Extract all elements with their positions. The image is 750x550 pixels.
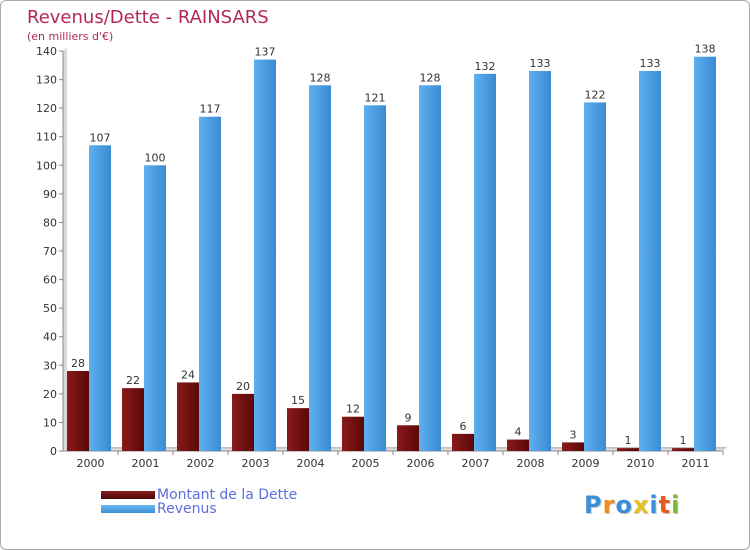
revenue-bar — [254, 59, 276, 451]
revenue-bar — [144, 165, 166, 452]
x-tick-label: 2002 — [187, 457, 215, 470]
debt-bar — [177, 382, 199, 451]
y-tick-label: 40 — [43, 331, 57, 344]
x-axis-floor — [63, 447, 727, 451]
debt-bar — [287, 408, 309, 451]
debt-bar — [67, 371, 89, 451]
x-tick-label: 2004 — [297, 457, 325, 470]
chart-title: Revenus/Dette - RAINSARS — [27, 7, 269, 28]
debt-bar — [397, 425, 419, 451]
revenue-value-label: 122 — [585, 88, 606, 101]
revenue-value-label: 128 — [420, 71, 441, 84]
debt-bar — [122, 388, 144, 451]
chart-subtitle: (en milliers d'€) — [27, 30, 114, 43]
y-tick-label: 30 — [43, 359, 57, 372]
x-tick-label: 2005 — [352, 457, 380, 470]
revenue-bar — [419, 85, 441, 452]
revenue-value-label: 138 — [695, 43, 716, 56]
debt-value-label: 6 — [460, 420, 467, 433]
debt-value-label: 3 — [570, 428, 577, 441]
revenue-value-label: 132 — [475, 60, 496, 73]
x-tick-label: 2003 — [242, 457, 270, 470]
y-tick-label: 60 — [43, 274, 57, 287]
logo-letter: r — [602, 491, 616, 519]
logo-letter: o — [615, 491, 633, 519]
y-tick-label: 120 — [36, 102, 57, 115]
x-tick-label: 2009 — [572, 457, 600, 470]
debt-value-label: 28 — [71, 357, 85, 370]
revenue-bar — [584, 102, 606, 451]
revenue-bar — [474, 73, 496, 451]
debt-value-label: 12 — [346, 403, 360, 416]
legend-item-debt: Montant de la Dette — [101, 487, 297, 503]
debt-value-label: 4 — [515, 426, 522, 439]
debt-bar — [232, 393, 254, 451]
legend-swatch-revenue — [101, 505, 155, 513]
revenue-value-label: 100 — [145, 151, 166, 164]
y-tick-label: 0 — [50, 445, 57, 458]
legend-swatch-debt — [101, 491, 155, 499]
y-tick-label: 20 — [43, 388, 57, 401]
y-tick-label: 10 — [43, 416, 57, 429]
revenue-bar — [364, 105, 386, 452]
debt-bar — [507, 439, 529, 451]
revenue-bar — [529, 71, 551, 451]
revenue-bar — [309, 85, 331, 452]
x-tick-label: 2006 — [407, 457, 435, 470]
legend-label-debt: Montant de la Dette — [157, 487, 298, 503]
y-tick-label: 80 — [43, 216, 57, 229]
revenue-bar — [199, 116, 221, 451]
revenue-bar — [639, 71, 661, 451]
debt-bar — [672, 448, 694, 451]
y-tick-label: 70 — [43, 245, 57, 258]
debt-bar — [617, 448, 639, 451]
debt-bar — [562, 442, 584, 451]
debt-bar — [342, 416, 364, 451]
logo-letter: t — [658, 491, 672, 519]
x-tick-label: 2011 — [682, 457, 710, 470]
revenue-value-label: 137 — [255, 46, 276, 59]
revenue-value-label: 117 — [200, 103, 221, 116]
y-tick-label: 100 — [36, 159, 57, 172]
y-tick-label: 90 — [43, 188, 57, 201]
revenue-value-label: 121 — [365, 91, 386, 104]
legend-label-revenue: Revenus — [157, 501, 217, 517]
logo-letter: i — [649, 491, 659, 519]
y-tick-label: 110 — [36, 131, 57, 144]
revenue-value-label: 133 — [530, 57, 551, 70]
debt-bar — [452, 433, 474, 451]
debt-value-label: 9 — [405, 411, 412, 424]
revenue-bar — [89, 145, 111, 452]
x-tick-label: 2008 — [517, 457, 545, 470]
debt-value-label: 1 — [625, 434, 632, 447]
x-tick-label: 2010 — [627, 457, 655, 470]
y-tick-label: 130 — [36, 74, 57, 87]
x-tick-label: 2001 — [132, 457, 160, 470]
debt-value-label: 1 — [680, 434, 687, 447]
revenue-value-label: 107 — [90, 131, 111, 144]
debt-value-label: 24 — [181, 368, 195, 381]
revenue-value-label: 128 — [310, 71, 331, 84]
y-tick-label: 50 — [43, 302, 57, 315]
logo-letter: x — [632, 491, 650, 519]
revenue-value-label: 133 — [640, 57, 661, 70]
proxiti-logo: Proxiti — [584, 491, 680, 519]
logo-letter: P — [584, 491, 603, 519]
debt-value-label: 20 — [236, 380, 250, 393]
y-tick-label: 140 — [36, 45, 57, 58]
x-tick-label: 2000 — [77, 457, 105, 470]
y-axis-wall — [63, 47, 67, 451]
debt-value-label: 22 — [126, 374, 140, 387]
x-tick-label: 2007 — [462, 457, 490, 470]
legend-item-revenue: Revenus — [101, 501, 217, 517]
logo-letter: i — [671, 491, 681, 519]
revenue-bar — [694, 56, 716, 451]
debt-value-label: 15 — [291, 394, 305, 407]
